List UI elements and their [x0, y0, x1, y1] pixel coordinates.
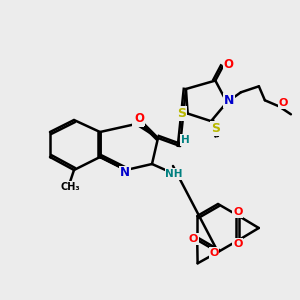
Text: S: S: [177, 107, 186, 120]
Text: CH₃: CH₃: [60, 182, 80, 192]
Text: N: N: [120, 167, 130, 179]
Text: NH: NH: [165, 169, 183, 179]
Text: H: H: [181, 135, 189, 145]
Text: O: O: [224, 58, 234, 71]
Text: O: O: [209, 248, 219, 258]
Text: N: N: [224, 94, 234, 107]
Text: S: S: [211, 122, 220, 135]
Text: O: O: [188, 234, 198, 244]
Text: O: O: [134, 112, 144, 125]
Text: O: O: [233, 239, 242, 249]
Text: O: O: [233, 207, 242, 217]
Text: O: O: [278, 98, 288, 108]
Text: N: N: [133, 113, 143, 127]
